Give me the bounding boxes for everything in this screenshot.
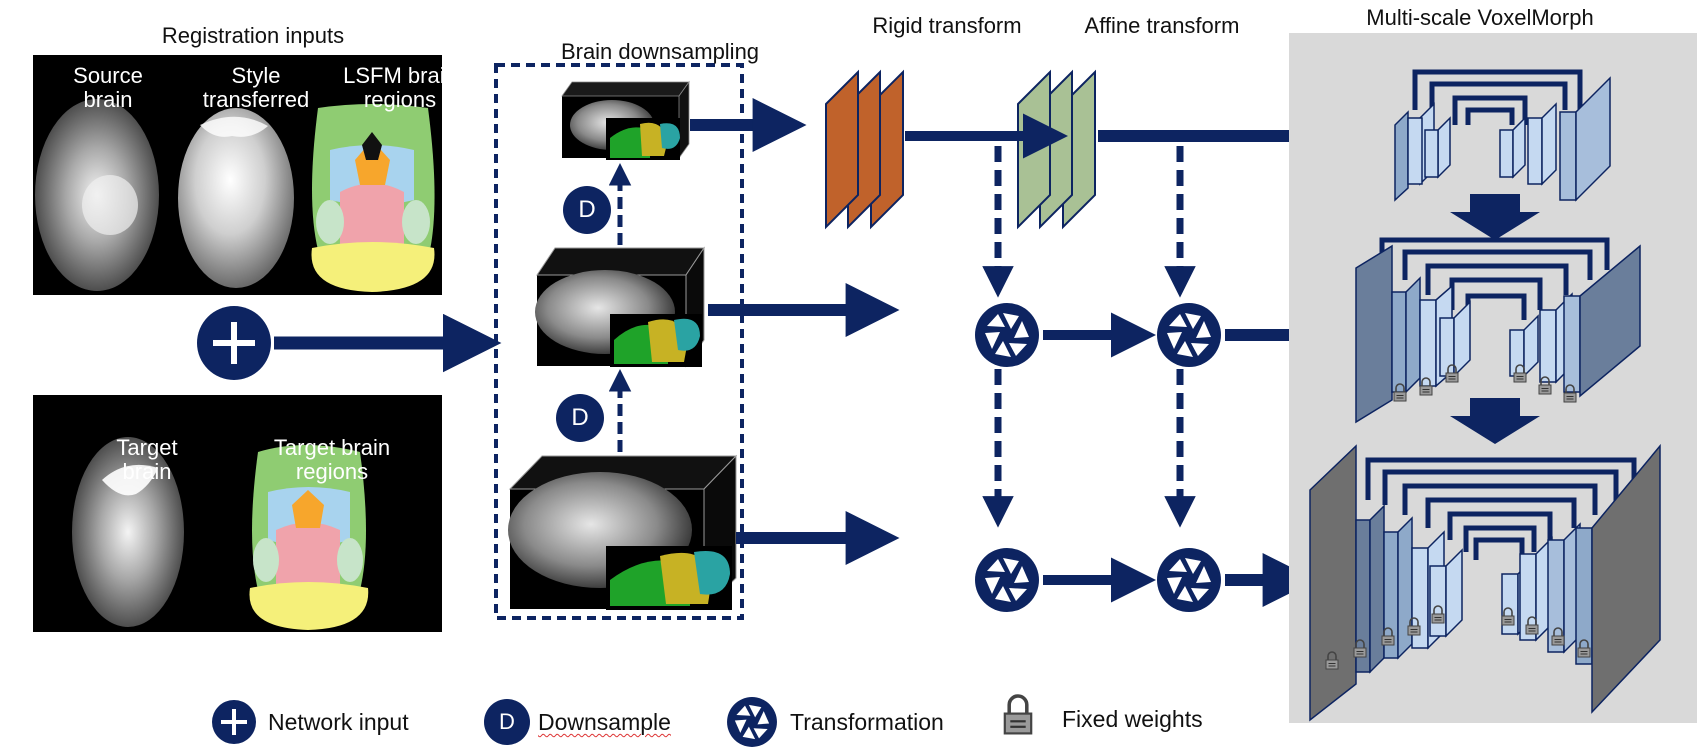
brain-downsampling-title: Brain downsampling: [560, 39, 760, 64]
voxelmorph-net-level1: [1394, 69, 1611, 202]
legend-aperture-icon: [727, 697, 777, 747]
affine-transform-block: [1017, 69, 1096, 230]
lsfm-regions-label: LSFM brain regions: [343, 63, 457, 112]
lsfm-regions-image: [311, 104, 435, 292]
transformation-icon-affine-low: [1157, 548, 1221, 612]
downsample-badge-upper-label: D: [578, 196, 596, 223]
target-regions-image: [249, 445, 369, 630]
legend-downsample-badge-label: D: [499, 709, 515, 734]
legend-plus-icon: [212, 700, 256, 744]
downsampling-box: [494, 63, 744, 620]
target-brain-image: [72, 437, 184, 627]
downsample-badge-lower: [556, 394, 604, 442]
registration-inputs-title: Registration inputs: [161, 23, 345, 48]
voxelmorph-net-level3: [1309, 443, 1661, 722]
legend-transformation-label: Transformation: [790, 709, 944, 735]
transformation-icon-affine-mid: [1157, 303, 1221, 367]
network-input-plus-icon: [197, 306, 271, 380]
legend-downsample-label: Downsample: [538, 709, 671, 735]
rigid-transform-title: Rigid transform: [872, 13, 1022, 38]
affine-transform-title: Affine transform: [1084, 13, 1240, 38]
voxelmorph-net-level2: [1355, 237, 1641, 424]
target-regions-label: Target brain regions: [273, 435, 391, 484]
small-brain-cube: [561, 80, 690, 160]
downsample-badge-lower-label: D: [571, 404, 589, 431]
legend-network-input-label: Network input: [268, 709, 409, 735]
transformation-icon-rigid-low: [975, 548, 1039, 612]
legend-fixed-weights-label: Fixed weights: [1062, 706, 1203, 732]
legend-downsample-badge: [484, 699, 530, 745]
voxelmorph-title: Multi-scale VoxelMorph: [1366, 5, 1594, 30]
style-transferred-image: [178, 108, 294, 288]
large-brain-cube: [508, 454, 738, 611]
rigid-transform-block: [825, 69, 904, 230]
style-transferred-label: Style transferred: [202, 63, 310, 112]
voxelmorph-down-arrow-1: [1450, 194, 1540, 240]
source-brain-label: Source brain: [73, 63, 143, 112]
target-brain-label: Target brain: [116, 435, 178, 484]
transformation-icon-rigid-mid: [975, 303, 1039, 367]
downsample-badge-upper: [563, 186, 611, 234]
legend-lock-icon: [1003, 694, 1033, 736]
medium-brain-cube: [535, 246, 705, 368]
voxelmorph-down-arrow-2: [1450, 398, 1540, 444]
